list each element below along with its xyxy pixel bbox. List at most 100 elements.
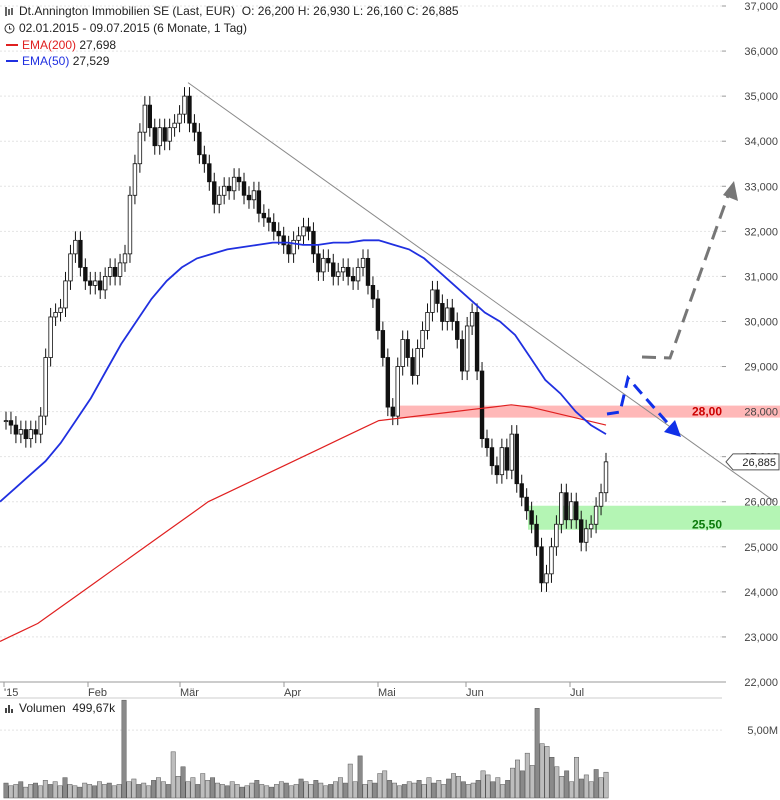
candle-body: [445, 307, 450, 322]
candle-body: [112, 266, 118, 277]
volume-bar: [283, 782, 289, 799]
volume-bar: [549, 756, 555, 799]
candle-body: [276, 230, 281, 237]
legend-ema50: EMA(50) 27,529: [4, 54, 109, 68]
support-level-label: 25,50: [692, 517, 722, 531]
candle-body: [405, 339, 410, 358]
volume-bar: [303, 781, 309, 799]
candle-body: [117, 262, 123, 277]
volume-bar: [465, 784, 471, 799]
volume-bar: [318, 782, 324, 799]
volume-bar: [441, 784, 447, 799]
volume-bar: [57, 785, 63, 799]
candle-body: [221, 185, 227, 196]
candle-body: [23, 429, 29, 440]
candle-body: [355, 266, 361, 282]
candle-body: [340, 266, 346, 273]
volume-bar: [377, 773, 383, 799]
ema-lines: [0, 239, 607, 642]
candle-body: [519, 483, 524, 498]
x-tick-label: '15: [4, 687, 18, 699]
volume-bar: [215, 782, 220, 799]
volume-bar: [264, 785, 270, 799]
candle-body: [499, 447, 505, 476]
candle-body: [321, 257, 326, 273]
candle-body: [598, 492, 604, 507]
candle-body: [564, 492, 569, 521]
candle-body: [380, 330, 386, 358]
candle-body: [261, 212, 267, 219]
volume-bar: [259, 784, 265, 799]
candle-body: [192, 122, 197, 133]
volume-bar: [544, 746, 550, 799]
volume-bar: [515, 759, 520, 799]
y-axis-grid: [0, 5, 726, 683]
volume-bar: [278, 781, 284, 799]
volume-bar: [111, 785, 117, 799]
volume-bar: [337, 777, 343, 799]
volume-bar: [185, 781, 191, 799]
volume-bar: [77, 786, 83, 799]
resistance-zone: [398, 405, 780, 418]
volume-bar: [460, 781, 466, 799]
candle-body: [534, 523, 539, 548]
candle-body: [83, 266, 88, 282]
y-tick-label: 32,000: [744, 226, 778, 238]
volume-bar: [62, 777, 68, 799]
volume-bar: [47, 784, 53, 799]
volume-bar: [274, 784, 279, 799]
candle-body: [241, 181, 247, 196]
volume-bar: [529, 765, 535, 799]
candle-body: [296, 235, 301, 241]
candle-body: [529, 510, 534, 525]
candle-body: [8, 420, 14, 426]
volume-bar: [269, 786, 275, 799]
ema200-line: [0, 404, 607, 642]
candle-body: [430, 289, 435, 313]
volume-bar: [18, 781, 24, 799]
candle-body: [603, 461, 609, 494]
candle-body: [63, 280, 68, 309]
candle-body: [370, 285, 376, 300]
candle-body: [107, 266, 113, 277]
candle-body: [569, 501, 574, 521]
volume-bar: [593, 769, 599, 799]
candle-body: [450, 307, 455, 322]
candle-body: [350, 275, 356, 282]
candle-body: [514, 433, 519, 485]
candle-body: [197, 131, 202, 156]
candle-body: [316, 253, 321, 273]
candle-body: [385, 357, 391, 408]
candle-body: [301, 226, 306, 237]
x-tick-label: Mai: [378, 687, 396, 699]
volume-bar: [37, 785, 43, 799]
volume-bar: [372, 782, 378, 799]
candle-body: [291, 239, 296, 255]
bearish-arrowhead: [664, 420, 681, 437]
volume-bar: [156, 777, 161, 799]
volume-bar: [313, 780, 319, 799]
candle-body: [202, 154, 207, 165]
y-tick-label: 22,000: [744, 677, 778, 689]
candle-body: [152, 127, 157, 147]
volume-bar: [234, 784, 240, 799]
volume-bar: [23, 786, 29, 799]
chart-type-icon: [5, 7, 13, 17]
volume-bar: [239, 786, 245, 799]
volume-bar: [106, 782, 112, 799]
ema200-value: 27,698: [79, 38, 117, 52]
volume-bar: [387, 780, 393, 799]
ema200-swatch: [6, 43, 18, 46]
candle-body: [345, 266, 351, 277]
volume-bar: [288, 785, 294, 799]
volume-bar: [224, 785, 230, 799]
candle-body: [137, 131, 143, 165]
volume-bar: [210, 777, 216, 799]
y-tick-label: 34,000: [744, 136, 778, 148]
volume-bar: [126, 781, 132, 799]
volume-bar: [578, 778, 584, 799]
volume-bar: [392, 782, 397, 799]
volume-bar: [298, 778, 304, 799]
candle-body: [474, 312, 480, 372]
volume-bar: [583, 774, 589, 799]
